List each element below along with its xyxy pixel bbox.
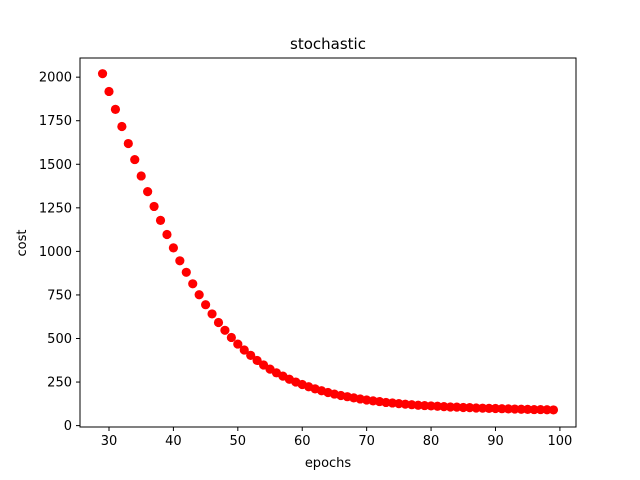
x-axis-title: epochs (305, 456, 352, 471)
data-point (535, 404, 546, 415)
x-tick-label: 60 (294, 434, 311, 449)
data-point (130, 154, 140, 165)
data-point (542, 405, 552, 415)
y-tick-label: 250 (47, 376, 72, 391)
data-point (246, 350, 256, 360)
x-tick-label: 100 (547, 434, 572, 449)
x-tick-label: 80 (423, 434, 440, 449)
y-tick-label: 1750 (39, 114, 72, 129)
plot-area (79, 57, 577, 428)
data-point (484, 403, 494, 413)
data-point (239, 345, 249, 355)
data-point (136, 171, 146, 181)
data-point (149, 201, 159, 212)
data-point (252, 355, 262, 366)
data-point (117, 121, 127, 132)
y-tick-label: 1000 (39, 245, 72, 260)
data-point (477, 403, 488, 413)
data-point (548, 405, 559, 415)
data-point (201, 300, 211, 310)
data-point (220, 325, 230, 335)
x-tick-label: 30 (101, 434, 118, 449)
data-point (194, 290, 204, 300)
data-point (110, 104, 121, 114)
data-point (97, 69, 108, 79)
y-tick-label: 1500 (39, 158, 72, 173)
data-point (497, 404, 507, 414)
data-point (168, 243, 179, 253)
y-axis-title: cost (15, 230, 30, 257)
y-tick-label: 2000 (39, 71, 72, 86)
data-point (471, 403, 481, 413)
data-point (162, 229, 172, 240)
data-point (516, 404, 526, 414)
data-point (233, 339, 243, 349)
y-tick-label: 750 (47, 288, 72, 303)
data-point (490, 403, 501, 414)
data-point (155, 215, 166, 225)
data-point (523, 404, 533, 415)
data-point (213, 317, 224, 328)
data-point (510, 404, 520, 414)
data-point (188, 279, 198, 289)
data-point (104, 86, 114, 97)
data-point (207, 309, 217, 319)
y-tick-label: 500 (47, 332, 72, 347)
x-tick-label: 70 (358, 434, 375, 449)
x-tick-label: 40 (165, 434, 182, 449)
data-point (445, 402, 455, 412)
data-point (503, 404, 513, 414)
data-point (143, 187, 153, 197)
data-point (529, 404, 539, 415)
y-tick-label: 0 (64, 419, 72, 434)
data-point (175, 256, 185, 266)
x-tick-label: 50 (230, 434, 247, 449)
data-point (123, 138, 133, 149)
data-point (181, 267, 191, 277)
x-tick-label: 90 (487, 434, 504, 449)
data-point (226, 332, 236, 343)
chart-title: stochastic (290, 35, 366, 53)
y-tick-label: 1250 (39, 201, 72, 216)
data-point (458, 402, 468, 413)
